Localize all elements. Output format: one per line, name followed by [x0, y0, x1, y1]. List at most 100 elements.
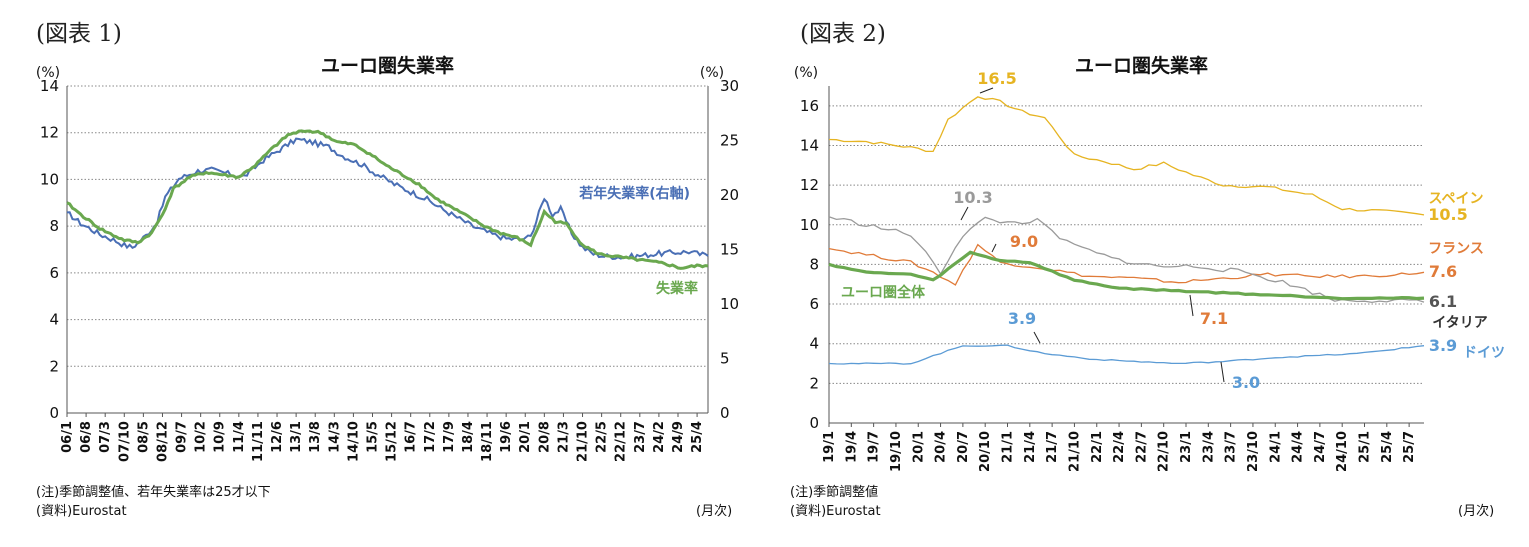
chart-1-label-youth: 若年失業率(右軸) — [578, 185, 690, 202]
chart-1-ytick-left: 10 — [40, 170, 59, 188]
figure2-note: (注)季節調整値 — [790, 485, 879, 500]
chart-1-xtick-label: 07/3 — [98, 421, 113, 453]
chart-1-ytick-left: 14 — [40, 77, 59, 95]
chart-2-xtick-label: 22/1 — [1090, 431, 1105, 463]
chart-2-series-eurozone — [828, 250, 1425, 301]
chart-2-xtick-label: 21/10 — [1067, 431, 1082, 472]
chart-1-xtick-label: 10/9 — [213, 421, 228, 453]
chart-1-eurozone-unemployment: ユーロ圏失業率 (%) (%) 0 2 4 6 8 10 12 14 0 5 10 15 20 25 30 06/1… — [36, 54, 739, 462]
chart-2-xtick-label: 24/4 — [1291, 431, 1306, 463]
chart-1-xtick-label: 21/10 — [576, 421, 591, 462]
chart-2-end-value-germany: 3.9 — [1429, 336, 1457, 355]
figure2-xunit: (月次) — [1458, 504, 1495, 519]
figure1-source: (資料)Eurostat — [36, 504, 127, 519]
chart-2-leader-7-1 — [1189, 294, 1194, 317]
chart-1-xtick-label: 11/11 — [251, 421, 266, 462]
chart-1-xtick-label: 20/8 — [537, 421, 552, 453]
chart-2-xtick-label: 22/7 — [1134, 431, 1149, 463]
chart-2-xtick-label: 24/10 — [1335, 431, 1350, 472]
chart-1-xtick-label: 20/1 — [518, 421, 533, 453]
chart-2-label-france: フランス — [1428, 241, 1484, 257]
chart-1-xtick-label: 08/5 — [136, 421, 151, 453]
chart-1-xtick-label: 24/2 — [652, 421, 667, 453]
chart-1-xtick-label: 13/1 — [289, 421, 304, 453]
chart-2-xtick-label: 19/4 — [844, 431, 859, 463]
chart-2-xtick-label: 19/1 — [822, 431, 837, 463]
chart-2-xtick-label: 23/4 — [1201, 431, 1216, 463]
chart-2-ytick: 2 — [809, 374, 819, 392]
chart-1-xtick-label: 19/6 — [499, 421, 514, 453]
chart-2-ytick: 4 — [809, 335, 819, 353]
chart-2-xtick-label: 21/1 — [1001, 431, 1016, 463]
chart-1-ytick-right: 25 — [720, 132, 739, 150]
chart-2-annotation-16-5: 16.5 — [977, 69, 1016, 88]
chart-2-label-spain: スペイン — [1428, 191, 1483, 207]
chart-2-xtick-label: 20/7 — [956, 431, 971, 463]
chart-1-xtick-label: 14/3 — [327, 421, 342, 453]
chart-2-xtick-label: 25/4 — [1380, 431, 1395, 463]
chart-2-series-spain — [828, 96, 1425, 216]
figure2-source: (資料)Eurostat — [790, 504, 881, 519]
chart-1-ytick-right: 20 — [720, 186, 739, 204]
chart-2-ytick: 8 — [809, 255, 819, 273]
chart-2-leader-9-0 — [991, 243, 997, 253]
chart-1-label-unemployment: 失業率 — [656, 280, 698, 297]
chart-1-xtick-label: 25/4 — [690, 421, 705, 453]
chart-1-left-unit: (%) — [36, 65, 60, 81]
chart-1-xtick-label: 21/3 — [556, 421, 571, 453]
chart-2-xtick-label: 22/10 — [1157, 431, 1172, 472]
chart-1-series-unemployment — [66, 129, 709, 270]
chart-2-series-france — [828, 243, 1425, 286]
chart-2-xtick-label: 23/1 — [1179, 431, 1194, 463]
chart-2-xtick-label: 19/7 — [867, 431, 882, 463]
chart-2-xtick-label: 20/10 — [978, 431, 993, 472]
chart-2-xtick-label: 19/10 — [889, 431, 904, 472]
chart-1-xtick-label: 22/12 — [614, 421, 629, 462]
chart-2-xtick-label: 23/10 — [1246, 431, 1261, 472]
chart-1-ytick-right: 10 — [720, 295, 739, 313]
chart-2-xtick-label: 23/7 — [1224, 431, 1239, 463]
chart-2-leader-10-3 — [960, 206, 969, 221]
chart-1-xtick-label: 07/10 — [117, 421, 132, 462]
chart-2-end-value-france: 7.6 — [1429, 262, 1457, 281]
chart-2-ytick: 0 — [809, 414, 819, 432]
chart-2-end-value-italy: 6.1 — [1429, 292, 1457, 311]
chart-1-ytick-right: 15 — [720, 241, 739, 259]
chart-1-xtick-label: 22/5 — [595, 421, 610, 453]
figure2-label: (図表 2) — [800, 21, 886, 47]
chart-1-xtick-label: 10/2 — [194, 421, 209, 453]
figure1-note: (注)季節調整値、若年失業率は25才以下 — [36, 485, 271, 500]
chart-2-xtick-label: 22/4 — [1112, 431, 1127, 463]
chart-1-xtick-label: 14/10 — [346, 421, 361, 462]
chart-1-xtick-label: 18/11 — [480, 421, 495, 462]
chart-2-leader-16-5 — [979, 87, 994, 94]
chart-2-end-value-spain: 10.5 — [1428, 205, 1467, 224]
chart-2-xtick-label: 25/1 — [1358, 431, 1373, 463]
chart-1-ytick-right: 0 — [720, 404, 730, 422]
chart-1-xtick-label: 13/8 — [308, 421, 323, 453]
chart-1-xtick-label: 06/8 — [79, 421, 94, 453]
chart-1-ytick-left: 4 — [49, 311, 59, 329]
chart-1-xtick-label: 23/7 — [633, 421, 648, 453]
chart-1-ytick-left: 2 — [49, 357, 59, 375]
chart-2-ytick: 14 — [800, 136, 819, 154]
chart-2-leader-3-0 — [1220, 361, 1225, 383]
figure1-label: (図表 1) — [36, 21, 122, 47]
chart-1-xtick-label: 12/6 — [270, 421, 285, 453]
chart-1-right-unit: (%) — [700, 65, 724, 81]
chart-2-label-eurozone: ユーロ圏全体 — [841, 284, 926, 301]
chart-2-xtick-label: 21/4 — [1023, 431, 1038, 463]
chart-2-annotation-10-3: 10.3 — [953, 188, 992, 207]
chart-1-xtick-label: 15/12 — [385, 421, 400, 462]
chart-1-xtick-label: 17/2 — [423, 421, 438, 453]
chart-1-xtick-label: 18/4 — [461, 421, 476, 453]
chart-1-xtick-label: 08/12 — [155, 421, 170, 462]
chart-2-annotation-9-0: 9.0 — [1010, 232, 1038, 251]
chart-2-annotation-3-0: 3.0 — [1232, 373, 1260, 392]
chart-1-ytick-left: 6 — [49, 264, 59, 282]
chart-1-xtick-label: 17/9 — [442, 421, 457, 453]
chart-2-xtick-label: 21/7 — [1045, 431, 1060, 463]
chart-1-ytick-right: 5 — [720, 350, 730, 368]
chart-2-xtick-label: 24/7 — [1313, 431, 1328, 463]
